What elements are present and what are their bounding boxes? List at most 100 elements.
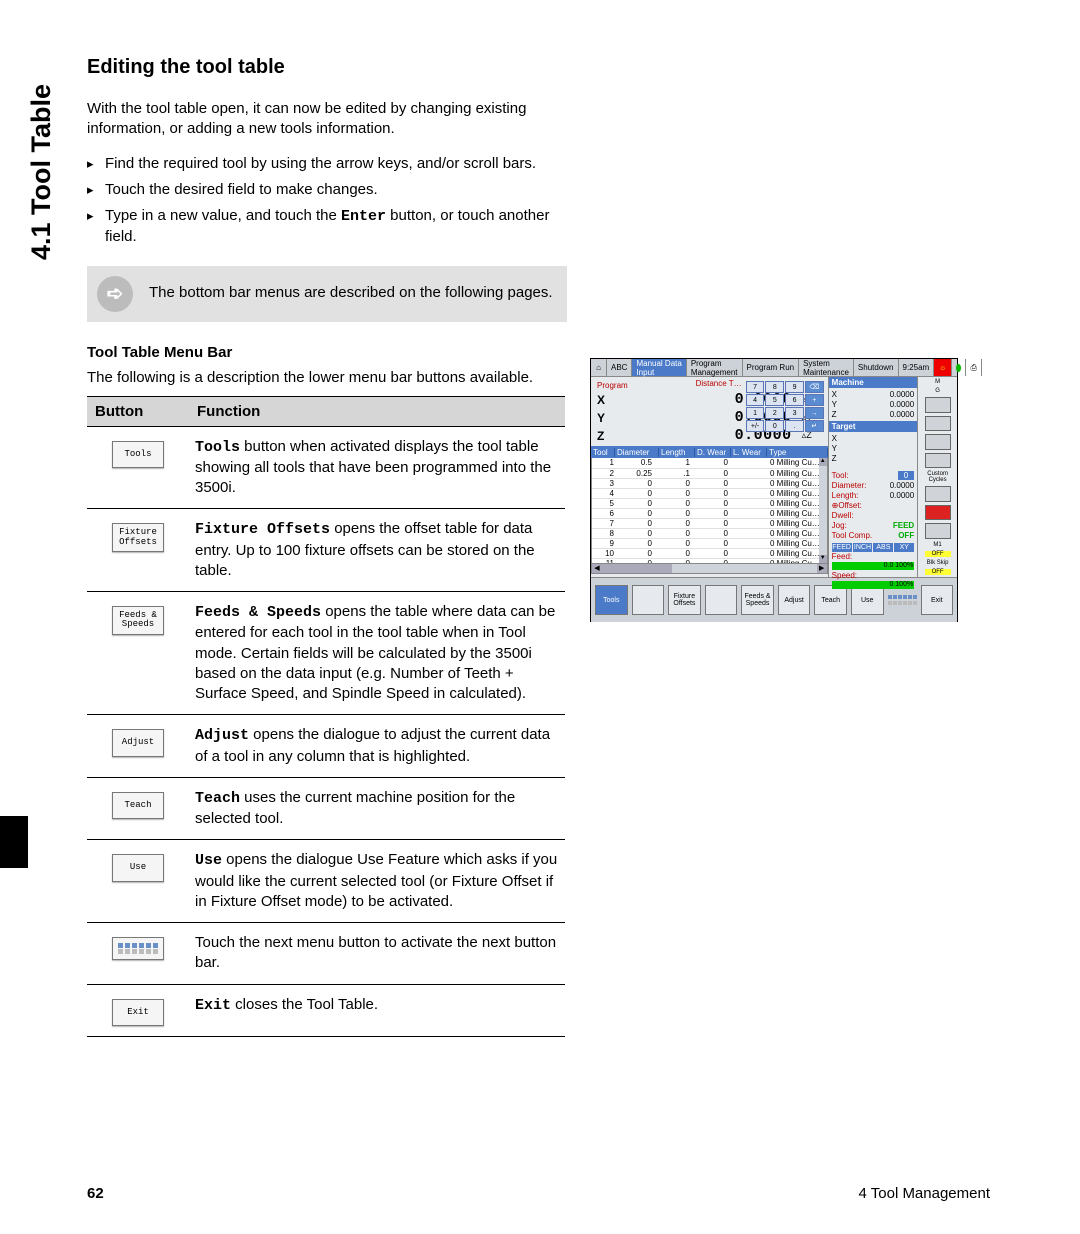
table-row: UseUse opens the dialogue Use Feature wh… xyxy=(87,840,565,923)
ss-info-row: Diameter:0.0000 xyxy=(832,481,915,490)
ss-tooltable-header: ToolDiameterLengthD. WearL. WearType xyxy=(591,446,828,458)
subheading: Tool Table Menu Bar xyxy=(87,344,567,361)
ss-tt-row[interactable]: 50000 Milling Cu… xyxy=(592,498,827,508)
ss-tt-row[interactable]: 60000 Milling Cu… xyxy=(592,508,827,518)
ss-top-tab[interactable]: Program Run xyxy=(743,359,800,376)
function-cell: Feeds & Speeds opens the table where dat… xyxy=(189,592,565,715)
page-heading: Editing the tool table xyxy=(87,56,567,79)
ss-tt-col: Length xyxy=(659,448,695,457)
button-chip: Adjust xyxy=(112,729,164,756)
ss-tt-row[interactable]: 70000 Milling Cu… xyxy=(592,518,827,528)
function-cell: Adjust opens the dialogue to adjust the … xyxy=(189,715,565,778)
ss-tt-row[interactable]: 110000 Milling Cu… xyxy=(592,558,827,564)
ss-keypad-key[interactable]: 4 xyxy=(746,394,765,406)
function-cell: Fixture Offsets opens the offset table f… xyxy=(189,509,565,592)
ss-side-item: M xyxy=(935,379,940,385)
ss-tt-col: D. Wear xyxy=(695,448,731,457)
ss-tooltable-body: 10.5100 Milling Cu…20.25.100 Milling Cu…… xyxy=(591,458,828,564)
ss-tt-row[interactable]: 100000 Milling Cu… xyxy=(592,548,827,558)
ss-tt-row[interactable]: 20.25.100 Milling Cu… xyxy=(592,468,827,478)
ss-status4: FEEDINCHABSXY xyxy=(832,543,915,552)
ss-side-item: G xyxy=(935,388,940,394)
ss-bottom-button xyxy=(632,585,665,615)
ss-keypad-key[interactable]: 1 xyxy=(746,407,765,419)
function-cell: Tools button when activated displays the… xyxy=(189,426,565,509)
ss-vscroll[interactable]: ▲▼ xyxy=(819,458,827,563)
instruction-item: Touch the desired field to make changes. xyxy=(87,180,567,200)
button-cell: Feeds &Speeds xyxy=(87,592,189,715)
ss-alert-icon[interactable]: ☼ xyxy=(934,359,952,376)
ss-keypad: 789⌫ 456+123→ +/-0.↵ xyxy=(746,381,824,432)
table-row: FixtureOffsetsFixture Offsets opens the … xyxy=(87,509,565,592)
table-row: ExitExit closes the Tool Table. xyxy=(87,984,565,1036)
ss-side-item[interactable] xyxy=(925,505,951,521)
ss-feed-bar: 0.0 100% xyxy=(832,562,915,570)
chapter-title: 4 Tool Management xyxy=(859,1185,990,1202)
ss-tt-row[interactable]: 80000 Milling Cu… xyxy=(592,528,827,538)
ss-bottom-button[interactable]: Adjust xyxy=(778,585,811,615)
ss-machine-row: Y0.0000 xyxy=(832,400,915,409)
ss-keypad-key[interactable]: ↵ xyxy=(805,420,824,432)
ss-keypad-key[interactable]: 8 xyxy=(765,381,784,393)
ss-side-item[interactable] xyxy=(925,434,951,450)
ss-tt-row[interactable]: 10.5100 Milling Cu… xyxy=(592,458,827,468)
ss-program-label: Program xyxy=(597,381,628,390)
ss-bottom-button[interactable]: Teach xyxy=(814,585,847,615)
side-section-title: 4.1 Tool Table xyxy=(26,60,56,260)
page-edge-tab xyxy=(0,816,28,868)
ss-print-icon[interactable]: ⎙ xyxy=(966,359,982,376)
ss-side-item[interactable] xyxy=(925,486,951,502)
function-cell: Exit closes the Tool Table. xyxy=(189,984,565,1036)
ss-keypad-key[interactable]: 2 xyxy=(765,407,784,419)
ss-keypad-key[interactable]: 3 xyxy=(785,407,804,419)
ss-side-item[interactable] xyxy=(925,397,951,413)
ss-bottom-button[interactable]: Exit xyxy=(921,585,954,615)
ss-side-item[interactable] xyxy=(925,523,951,539)
ss-top-tab[interactable]: Manual DataInput xyxy=(632,359,686,376)
table-row: TeachTeach uses the current machine posi… xyxy=(87,777,565,840)
ss-top-tab[interactable]: ABC xyxy=(607,359,632,376)
instruction-item: Type in a new value, and touch the Enter… xyxy=(87,206,567,248)
ss-top-tab[interactable]: ⌂ xyxy=(591,359,607,376)
ss-keypad-key[interactable]: 7 xyxy=(746,381,765,393)
ss-bottom-button[interactable]: FixtureOffsets xyxy=(668,585,701,615)
ss-keypad-key[interactable]: → xyxy=(805,407,824,419)
ss-machine-hdr: Machine xyxy=(829,377,918,388)
ss-target-hdr: Target xyxy=(829,421,918,432)
ss-feed-row: Feed: xyxy=(832,552,915,561)
ss-info-row: ⊕Offset: xyxy=(832,501,915,510)
ss-bottom-button[interactable]: Tools xyxy=(595,585,628,615)
button-chip: Teach xyxy=(112,792,164,819)
ss-info-row: Tool Comp.OFF xyxy=(832,531,915,540)
ss-keypad-key[interactable]: 9 xyxy=(785,381,804,393)
ss-keypad-key[interactable]: 0 xyxy=(765,420,784,432)
ss-keypad-key[interactable]: 6 xyxy=(785,394,804,406)
ss-side-item[interactable] xyxy=(925,416,951,432)
ss-top-tab[interactable]: Shutdown xyxy=(854,359,899,376)
ss-bottom-button[interactable]: Use xyxy=(851,585,884,615)
page-number: 62 xyxy=(87,1185,104,1202)
ss-tt-row[interactable]: 40000 Milling Cu… xyxy=(592,488,827,498)
instruction-item: Find the required tool by using the arro… xyxy=(87,154,567,174)
ss-tt-col: Tool xyxy=(591,448,615,457)
ss-right-panel: MachineX0.0000Y0.0000Z0.0000TargetXYZToo… xyxy=(828,377,918,577)
main-content: Editing the tool table With the tool tab… xyxy=(87,56,567,1037)
ss-keypad-key[interactable]: ⌫ xyxy=(805,381,824,393)
ss-hscroll[interactable]: ◀▶ xyxy=(591,564,828,574)
ss-keypad-key[interactable]: +/- xyxy=(746,420,765,432)
ss-tt-row[interactable]: 30000 Milling Cu… xyxy=(592,478,827,488)
ss-target-row: Z xyxy=(832,454,915,463)
ss-top-tab[interactable]: ProgramManagement xyxy=(687,359,743,376)
ss-keypad-key[interactable]: . xyxy=(785,420,804,432)
button-chip: Feeds &Speeds xyxy=(112,606,164,635)
ss-dro: Program Distance T… X0.0000▵XY0.0000▵YZ0… xyxy=(591,377,828,446)
ss-bottom-button[interactable]: Feeds &Speeds xyxy=(741,585,774,615)
ss-tt-col: Diameter xyxy=(615,448,659,457)
ss-top-tab[interactable]: SystemMaintenance xyxy=(799,359,854,376)
ss-side-item[interactable] xyxy=(925,453,951,469)
ss-keypad-key[interactable]: + xyxy=(805,394,824,406)
ss-keypad-key[interactable]: 5 xyxy=(765,394,784,406)
ss-next-icon[interactable] xyxy=(888,595,917,605)
ss-tt-row[interactable]: 90000 Milling Cu… xyxy=(592,538,827,548)
ss-clock: 9:25am xyxy=(899,359,935,376)
